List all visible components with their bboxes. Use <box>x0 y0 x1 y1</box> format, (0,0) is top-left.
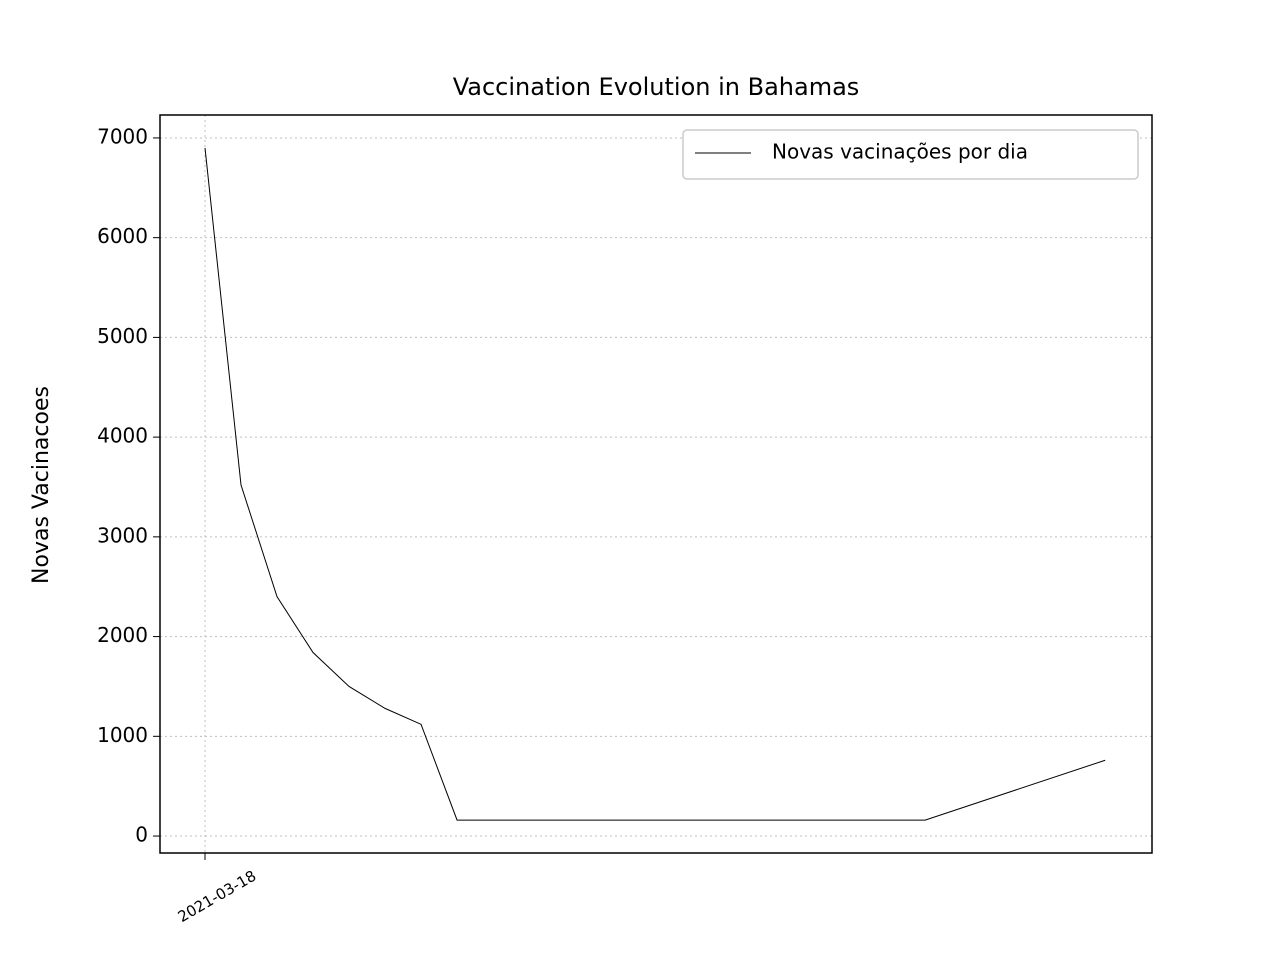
y-axis-label: Novas Vacinacoes <box>29 386 54 584</box>
chart-title: Vaccination Evolution in Bahamas <box>453 73 860 101</box>
legend-box <box>682 129 1139 180</box>
y-tick-label: 5000 <box>97 324 148 348</box>
y-tick-label: 1000 <box>97 723 148 747</box>
y-tick-label: 7000 <box>97 124 148 148</box>
y-tick-label: 4000 <box>97 424 148 448</box>
legend: Novas vacinações por dia <box>682 129 1139 180</box>
y-tick-label: 0 <box>135 823 148 847</box>
y-tick-label: 2000 <box>97 623 148 647</box>
plot-frame <box>159 114 1153 854</box>
x-tick-label: 2021-03-18 <box>175 867 260 926</box>
y-tick-label: 3000 <box>97 523 148 547</box>
y-tick-label: 6000 <box>97 224 148 248</box>
legend-label: Novas vacinações por dia <box>772 140 1028 164</box>
data-line <box>204 147 1106 821</box>
x-axis-label: Date <box>627 957 684 960</box>
